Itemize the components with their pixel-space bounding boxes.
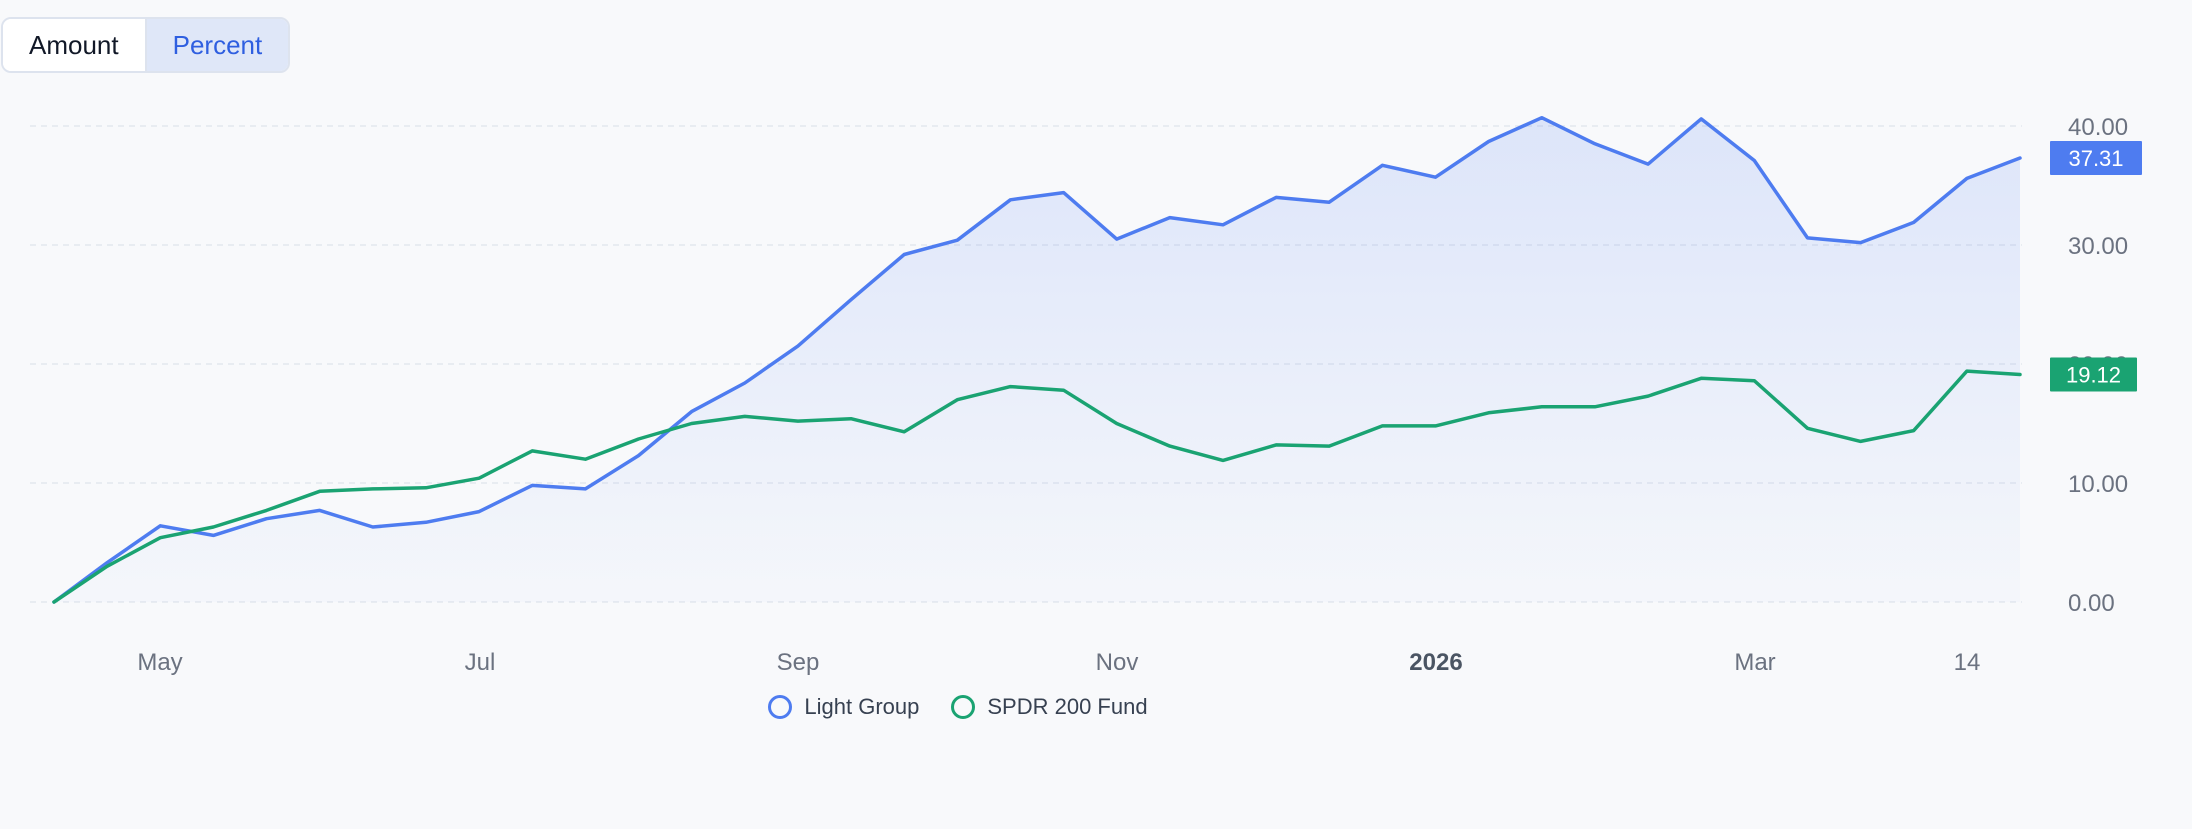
chart-legend: Light Group SPDR 200 Fund xyxy=(0,694,1916,720)
series-area-fill xyxy=(54,117,2020,602)
last-value-badges: 37.31 19.12 xyxy=(2050,141,2142,392)
x-tick-label: May xyxy=(137,649,182,676)
y-tick-label: 40.00 xyxy=(2068,114,2128,141)
x-tick-label: Jul xyxy=(465,649,496,676)
x-tick-label: Nov xyxy=(1096,649,1139,676)
x-tick-label: Mar xyxy=(1734,649,1775,676)
y-tick-label: 30.00 xyxy=(2068,233,2128,260)
last-value-badge: 19.12 xyxy=(2050,357,2137,392)
x-tick-label: Sep xyxy=(777,649,820,676)
legend-circle-icon xyxy=(951,695,976,719)
badge-value: 37.31 xyxy=(2068,146,2123,171)
x-tick-label: 2026 xyxy=(1409,649,1462,676)
percent-toggle-button[interactable]: Percent xyxy=(144,19,289,71)
y-tick-label: 10.00 xyxy=(2068,471,2128,498)
legend-item-spdr-200-fund[interactable]: SPDR 200 Fund xyxy=(951,694,1148,720)
legend-label: SPDR 200 Fund xyxy=(987,694,1148,719)
area-fill-layer xyxy=(54,117,2020,602)
view-toggle: Amount Percent xyxy=(1,17,291,73)
last-value-badge: 37.31 xyxy=(2050,141,2142,176)
y-tick-label: 0.00 xyxy=(2068,590,2115,617)
series-lines xyxy=(52,115,2022,604)
legend-item-light-group[interactable]: Light Group xyxy=(768,694,919,720)
amount-toggle-button[interactable]: Amount xyxy=(3,19,145,71)
x-tick-label: 14 xyxy=(1954,649,1981,676)
badge-value: 19.12 xyxy=(2066,362,2121,387)
series-line[interactable] xyxy=(52,369,2022,604)
x-axis: May Jul Sep Nov 2026 Mar 14 xyxy=(137,649,1980,676)
series-line[interactable] xyxy=(52,115,2022,604)
legend-circle-icon xyxy=(768,695,793,719)
legend-label: Light Group xyxy=(804,694,920,719)
